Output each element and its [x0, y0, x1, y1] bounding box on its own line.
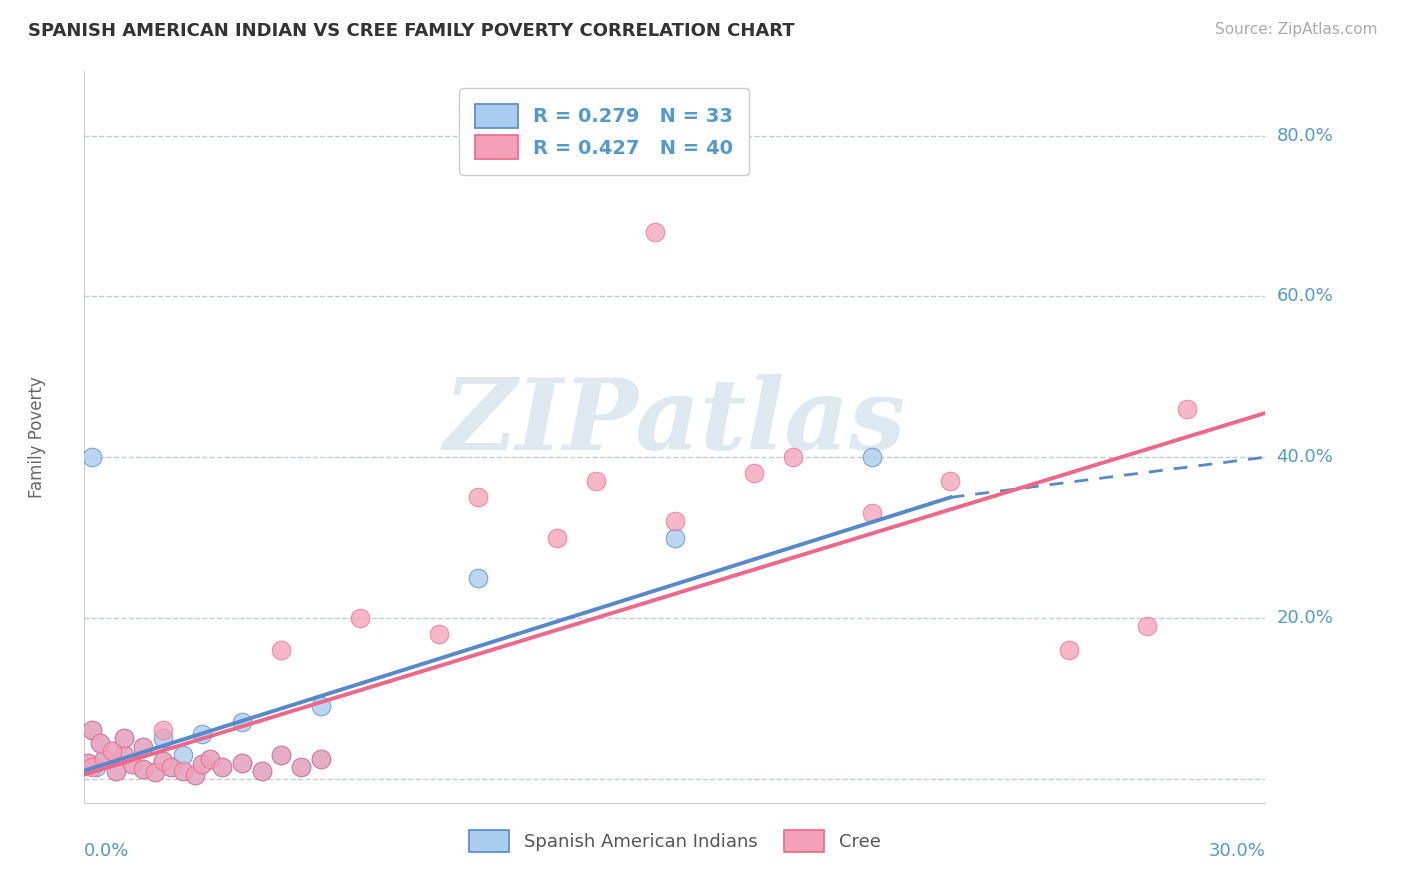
- Point: [152, 731, 174, 746]
- Point: [231, 756, 253, 770]
- Text: Family Poverty: Family Poverty: [28, 376, 46, 498]
- Point: [121, 757, 143, 772]
- Text: Source: ZipAtlas.com: Source: ZipAtlas.com: [1215, 22, 1378, 37]
- Point: [860, 507, 883, 521]
- Point: [250, 764, 273, 778]
- Point: [664, 515, 686, 529]
- Point: [309, 751, 332, 765]
- Point: [644, 225, 666, 239]
- Point: [82, 723, 104, 738]
- Point: [250, 764, 273, 778]
- Point: [200, 751, 222, 765]
- Point: [112, 747, 135, 762]
- Point: [172, 747, 194, 762]
- Point: [664, 531, 686, 545]
- Point: [112, 731, 135, 746]
- Point: [231, 756, 253, 770]
- Point: [89, 735, 111, 749]
- Point: [104, 764, 127, 778]
- Text: 30.0%: 30.0%: [1209, 842, 1265, 860]
- Point: [172, 764, 194, 778]
- Point: [132, 762, 155, 776]
- Text: 40.0%: 40.0%: [1277, 448, 1333, 467]
- Point: [160, 759, 183, 773]
- Point: [467, 571, 489, 585]
- Point: [742, 467, 765, 481]
- Point: [112, 731, 135, 746]
- Point: [191, 727, 214, 741]
- Legend: Spanish American Indians, Cree: Spanish American Indians, Cree: [463, 823, 887, 860]
- Point: [143, 765, 166, 780]
- Point: [1057, 643, 1080, 657]
- Point: [101, 743, 124, 757]
- Point: [89, 735, 111, 749]
- Point: [77, 756, 100, 770]
- Point: [191, 757, 214, 772]
- Point: [82, 723, 104, 738]
- Point: [152, 754, 174, 768]
- Point: [860, 450, 883, 465]
- Point: [270, 643, 292, 657]
- Point: [104, 764, 127, 778]
- Point: [782, 450, 804, 465]
- Point: [93, 751, 115, 765]
- Point: [1136, 619, 1159, 633]
- Text: 20.0%: 20.0%: [1277, 609, 1333, 627]
- Point: [152, 754, 174, 768]
- Point: [270, 747, 292, 762]
- Point: [349, 611, 371, 625]
- Point: [290, 759, 312, 773]
- Text: 60.0%: 60.0%: [1277, 287, 1333, 305]
- Point: [200, 751, 222, 765]
- Point: [183, 767, 205, 781]
- Point: [211, 759, 233, 773]
- Point: [84, 759, 107, 773]
- Point: [143, 765, 166, 780]
- Point: [93, 751, 115, 765]
- Point: [82, 759, 104, 773]
- Point: [309, 751, 332, 765]
- Point: [101, 743, 124, 757]
- Point: [121, 757, 143, 772]
- Point: [77, 756, 100, 770]
- Text: 80.0%: 80.0%: [1277, 127, 1333, 145]
- Point: [546, 531, 568, 545]
- Point: [132, 762, 155, 776]
- Point: [152, 723, 174, 738]
- Point: [112, 747, 135, 762]
- Point: [211, 759, 233, 773]
- Point: [309, 699, 332, 714]
- Text: ZIPatlas: ZIPatlas: [444, 375, 905, 471]
- Point: [132, 739, 155, 754]
- Point: [939, 475, 962, 489]
- Point: [427, 627, 450, 641]
- Point: [183, 767, 205, 781]
- Point: [172, 764, 194, 778]
- Point: [191, 757, 214, 772]
- Point: [270, 747, 292, 762]
- Point: [585, 475, 607, 489]
- Point: [132, 739, 155, 754]
- Point: [160, 759, 183, 773]
- Point: [231, 715, 253, 730]
- Point: [290, 759, 312, 773]
- Point: [82, 450, 104, 465]
- Text: 0.0%: 0.0%: [84, 842, 129, 860]
- Point: [1175, 401, 1198, 416]
- Text: SPANISH AMERICAN INDIAN VS CREE FAMILY POVERTY CORRELATION CHART: SPANISH AMERICAN INDIAN VS CREE FAMILY P…: [28, 22, 794, 40]
- Point: [467, 491, 489, 505]
